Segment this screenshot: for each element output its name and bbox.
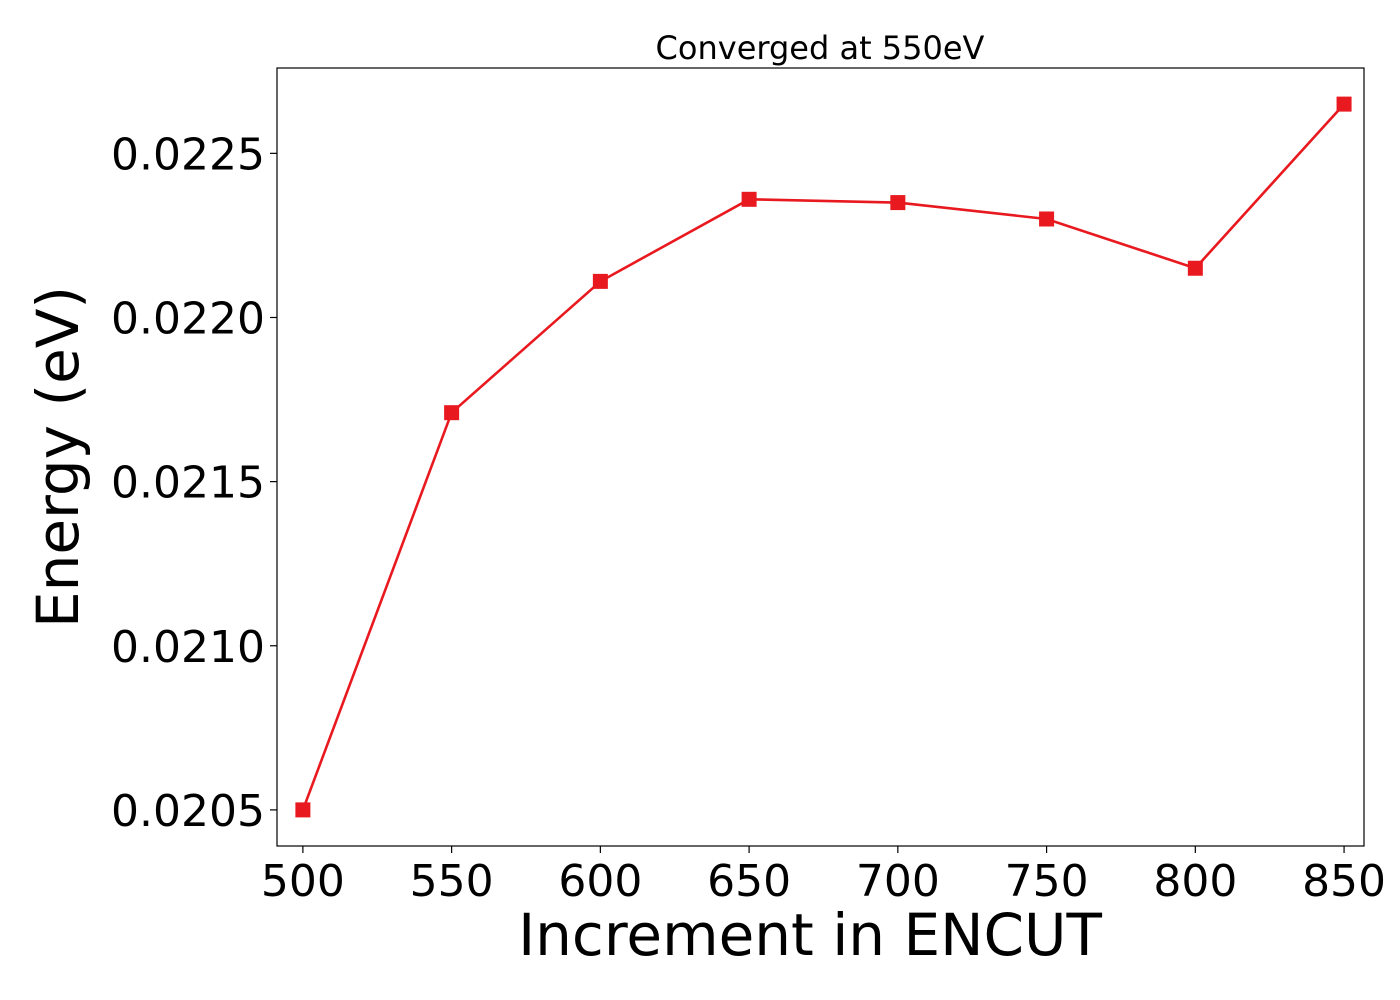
data-point-marker	[1187, 260, 1203, 276]
series-line	[301, 103, 1346, 811]
y-tick-label: 0.0210	[111, 622, 265, 673]
x-axis-title: Increment in ENCUT	[518, 901, 1102, 969]
y-axis-ticks: 0.0205 0.0210 0.0215 0.0220 0.0225	[111, 129, 277, 837]
y-axis-title: Energy (eV)	[24, 286, 92, 628]
data-point-marker	[741, 191, 757, 207]
x-tick-label: 750	[1005, 856, 1089, 907]
x-tick-label: 800	[1153, 856, 1237, 907]
plot-frame	[276, 67, 1365, 847]
data-point-marker	[1336, 96, 1352, 112]
data-point-marker	[592, 273, 608, 289]
chart-title: Converged at 550eV	[656, 29, 985, 67]
y-tick-label: 0.0220	[111, 293, 265, 344]
x-tick-label: 600	[558, 856, 642, 907]
x-tick-label: 700	[856, 856, 940, 907]
x-axis-ticks: 500 550 600 650 700 750 800 850	[261, 846, 1386, 907]
y-tick-label: 0.0215	[111, 458, 265, 509]
x-tick-label: 850	[1302, 856, 1386, 907]
y-tick-label: 0.0225	[111, 129, 265, 180]
data-point-marker	[295, 802, 311, 818]
y-tick-label: 0.0205	[111, 786, 265, 837]
x-tick-label: 500	[261, 856, 345, 907]
x-tick-label: 650	[707, 856, 791, 907]
series-layer	[295, 96, 1352, 818]
data-point-marker	[444, 405, 460, 421]
data-point-marker	[1039, 211, 1055, 227]
x-tick-label: 550	[410, 856, 494, 907]
data-point-marker	[890, 195, 906, 211]
